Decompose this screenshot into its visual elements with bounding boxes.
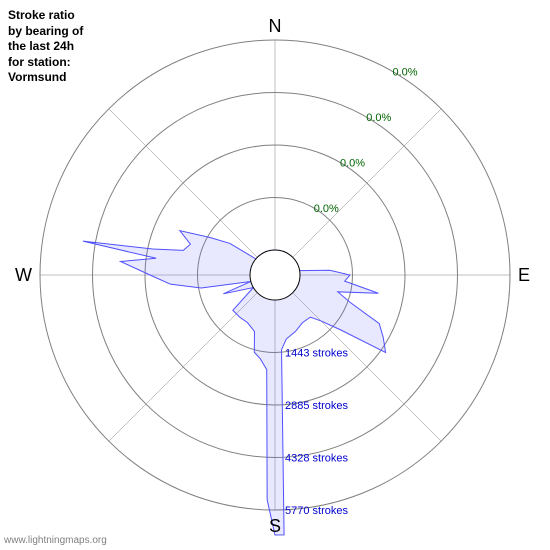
footer-credit: www.lightningmaps.org <box>4 535 107 546</box>
radial-line <box>109 293 257 441</box>
radial-line <box>293 109 441 257</box>
compass-e: E <box>518 265 530 285</box>
pct-label: 0.0% <box>340 157 365 169</box>
polar-chart: N E S W 0.0% 0.0% 0.0% 0.0% 1443 strokes 2885 s… <box>0 0 550 550</box>
stroke-count-label: 4328 strokes <box>285 453 348 465</box>
compass-n: N <box>269 16 282 36</box>
pct-label: 0.0% <box>366 112 391 124</box>
stroke-count-label: 2885 strokes <box>285 400 348 412</box>
compass-s: S <box>269 516 281 536</box>
stroke-count-label: 5770 strokes <box>285 505 348 517</box>
stroke-count-label: 1443 strokes <box>285 348 348 360</box>
pct-label: 0.0% <box>314 203 339 215</box>
pct-label: 0.0% <box>393 66 418 78</box>
center-circle <box>250 250 300 300</box>
compass-w: W <box>15 265 32 285</box>
